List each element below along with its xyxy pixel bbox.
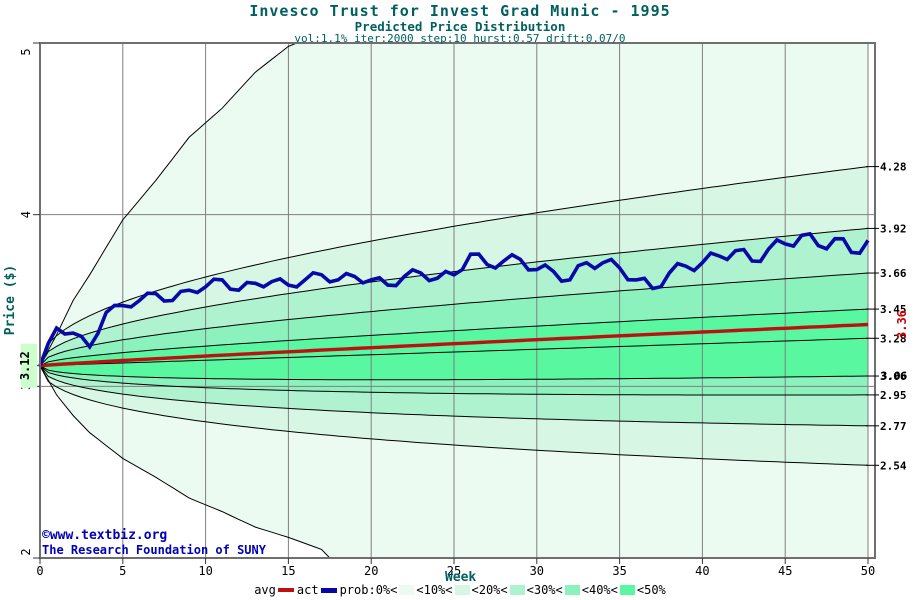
right-axis-label: 2.77 bbox=[880, 420, 907, 433]
legend-prob-text: <50% bbox=[636, 583, 666, 597]
plot-frame bbox=[39, 42, 876, 559]
watermark-url: ©www.textbiz.org bbox=[42, 528, 168, 543]
x-tick-label: 25 bbox=[447, 564, 461, 578]
right-axis-label: 3.06 bbox=[880, 370, 907, 383]
right-axis-label: 3.45 bbox=[880, 303, 907, 316]
probability-boundary-curve bbox=[39, 166, 869, 366]
legend-act-label: act bbox=[296, 583, 319, 597]
x-tick-label: 35 bbox=[612, 564, 626, 578]
legend-prob-text: <20%< bbox=[471, 583, 508, 597]
probability-boundary-curve bbox=[39, 365, 868, 396]
legend-prob-text: <40%< bbox=[581, 583, 618, 597]
legend-avg-label: avg bbox=[254, 583, 276, 597]
legend-prob-swatch bbox=[454, 585, 470, 595]
x-tick-label: 40 bbox=[695, 564, 709, 578]
chart-title: Invesco Trust for Invest Grad Munic - 19… bbox=[249, 2, 671, 20]
x-tick-label: 50 bbox=[861, 564, 875, 578]
legend-prob-text: prob:0%< bbox=[339, 583, 398, 597]
y-tick-label: 4 bbox=[19, 211, 33, 218]
x-axis-title: Week bbox=[445, 570, 476, 585]
y-tick-label: 5 bbox=[19, 48, 33, 55]
legend-probability-items: prob:0%< <10%< <20%< <30%< <40%< <50% bbox=[340, 583, 666, 597]
legend-prob-text: <10%< bbox=[416, 583, 453, 597]
right-axis-label: 3.92 bbox=[880, 222, 907, 235]
x-tick-label: 0 bbox=[36, 564, 43, 578]
avg-end-label: 3.36 bbox=[895, 310, 909, 339]
y-tick-label: 2 bbox=[19, 548, 33, 555]
band-fill bbox=[40, 365, 868, 466]
act-line-swatch bbox=[320, 587, 337, 593]
right-axis-label-overstrike: 3.06 bbox=[881, 369, 908, 382]
legend-prob-swatch bbox=[564, 585, 580, 595]
right-axis-label: 2.54 bbox=[880, 459, 907, 472]
legend-prob-swatch bbox=[619, 585, 635, 595]
x-tick-label: 5 bbox=[119, 564, 126, 578]
probability-boundary-curve bbox=[39, 365, 869, 427]
chart-parameters: vol:1.1% iter:2000 step:10 hurst:0.57 dr… bbox=[294, 32, 626, 45]
start-price-label: 3.12 bbox=[18, 351, 32, 380]
y-axis-title: Price ($) bbox=[3, 265, 18, 335]
legend-prob-swatch bbox=[509, 585, 525, 595]
legend-prob-text: <30%< bbox=[526, 583, 563, 597]
x-tick-label: 20 bbox=[364, 564, 378, 578]
avg-line-swatch bbox=[277, 588, 294, 592]
x-tick-label: 10 bbox=[198, 564, 212, 578]
right-axis-label: 3.66 bbox=[880, 267, 907, 280]
probability-boundary-curve bbox=[39, 365, 869, 381]
avg-line bbox=[39, 322, 869, 368]
watermark: ©www.textbiz.org The Research Foundation… bbox=[42, 528, 266, 558]
probability-boundary-curve bbox=[39, 272, 869, 367]
right-axis-label: 4.28 bbox=[880, 161, 907, 174]
chart-legend: avg act prob:0%< <10%< <20%< <30%< <40%< <50% bbox=[0, 583, 920, 597]
x-tick-label: 30 bbox=[530, 564, 544, 578]
act-line bbox=[38, 231, 870, 367]
x-tick-label: 15 bbox=[281, 564, 295, 578]
probability-boundary-curve bbox=[39, 227, 869, 366]
chart-subtitle: Predicted Price Distribution bbox=[354, 19, 566, 34]
right-axis-label: 2.95 bbox=[880, 389, 907, 402]
start-price-highlight bbox=[21, 343, 37, 388]
legend-prob-swatch bbox=[399, 585, 415, 595]
probability-boundary-curve bbox=[39, 308, 869, 367]
right-axis-label: 3.28 bbox=[880, 332, 907, 345]
probability-boundary-curve bbox=[39, 365, 869, 466]
watermark-org: The Research Foundation of SUNY bbox=[42, 543, 266, 557]
probability-boundary-curve bbox=[39, 337, 869, 367]
x-tick-label: 45 bbox=[778, 564, 792, 578]
